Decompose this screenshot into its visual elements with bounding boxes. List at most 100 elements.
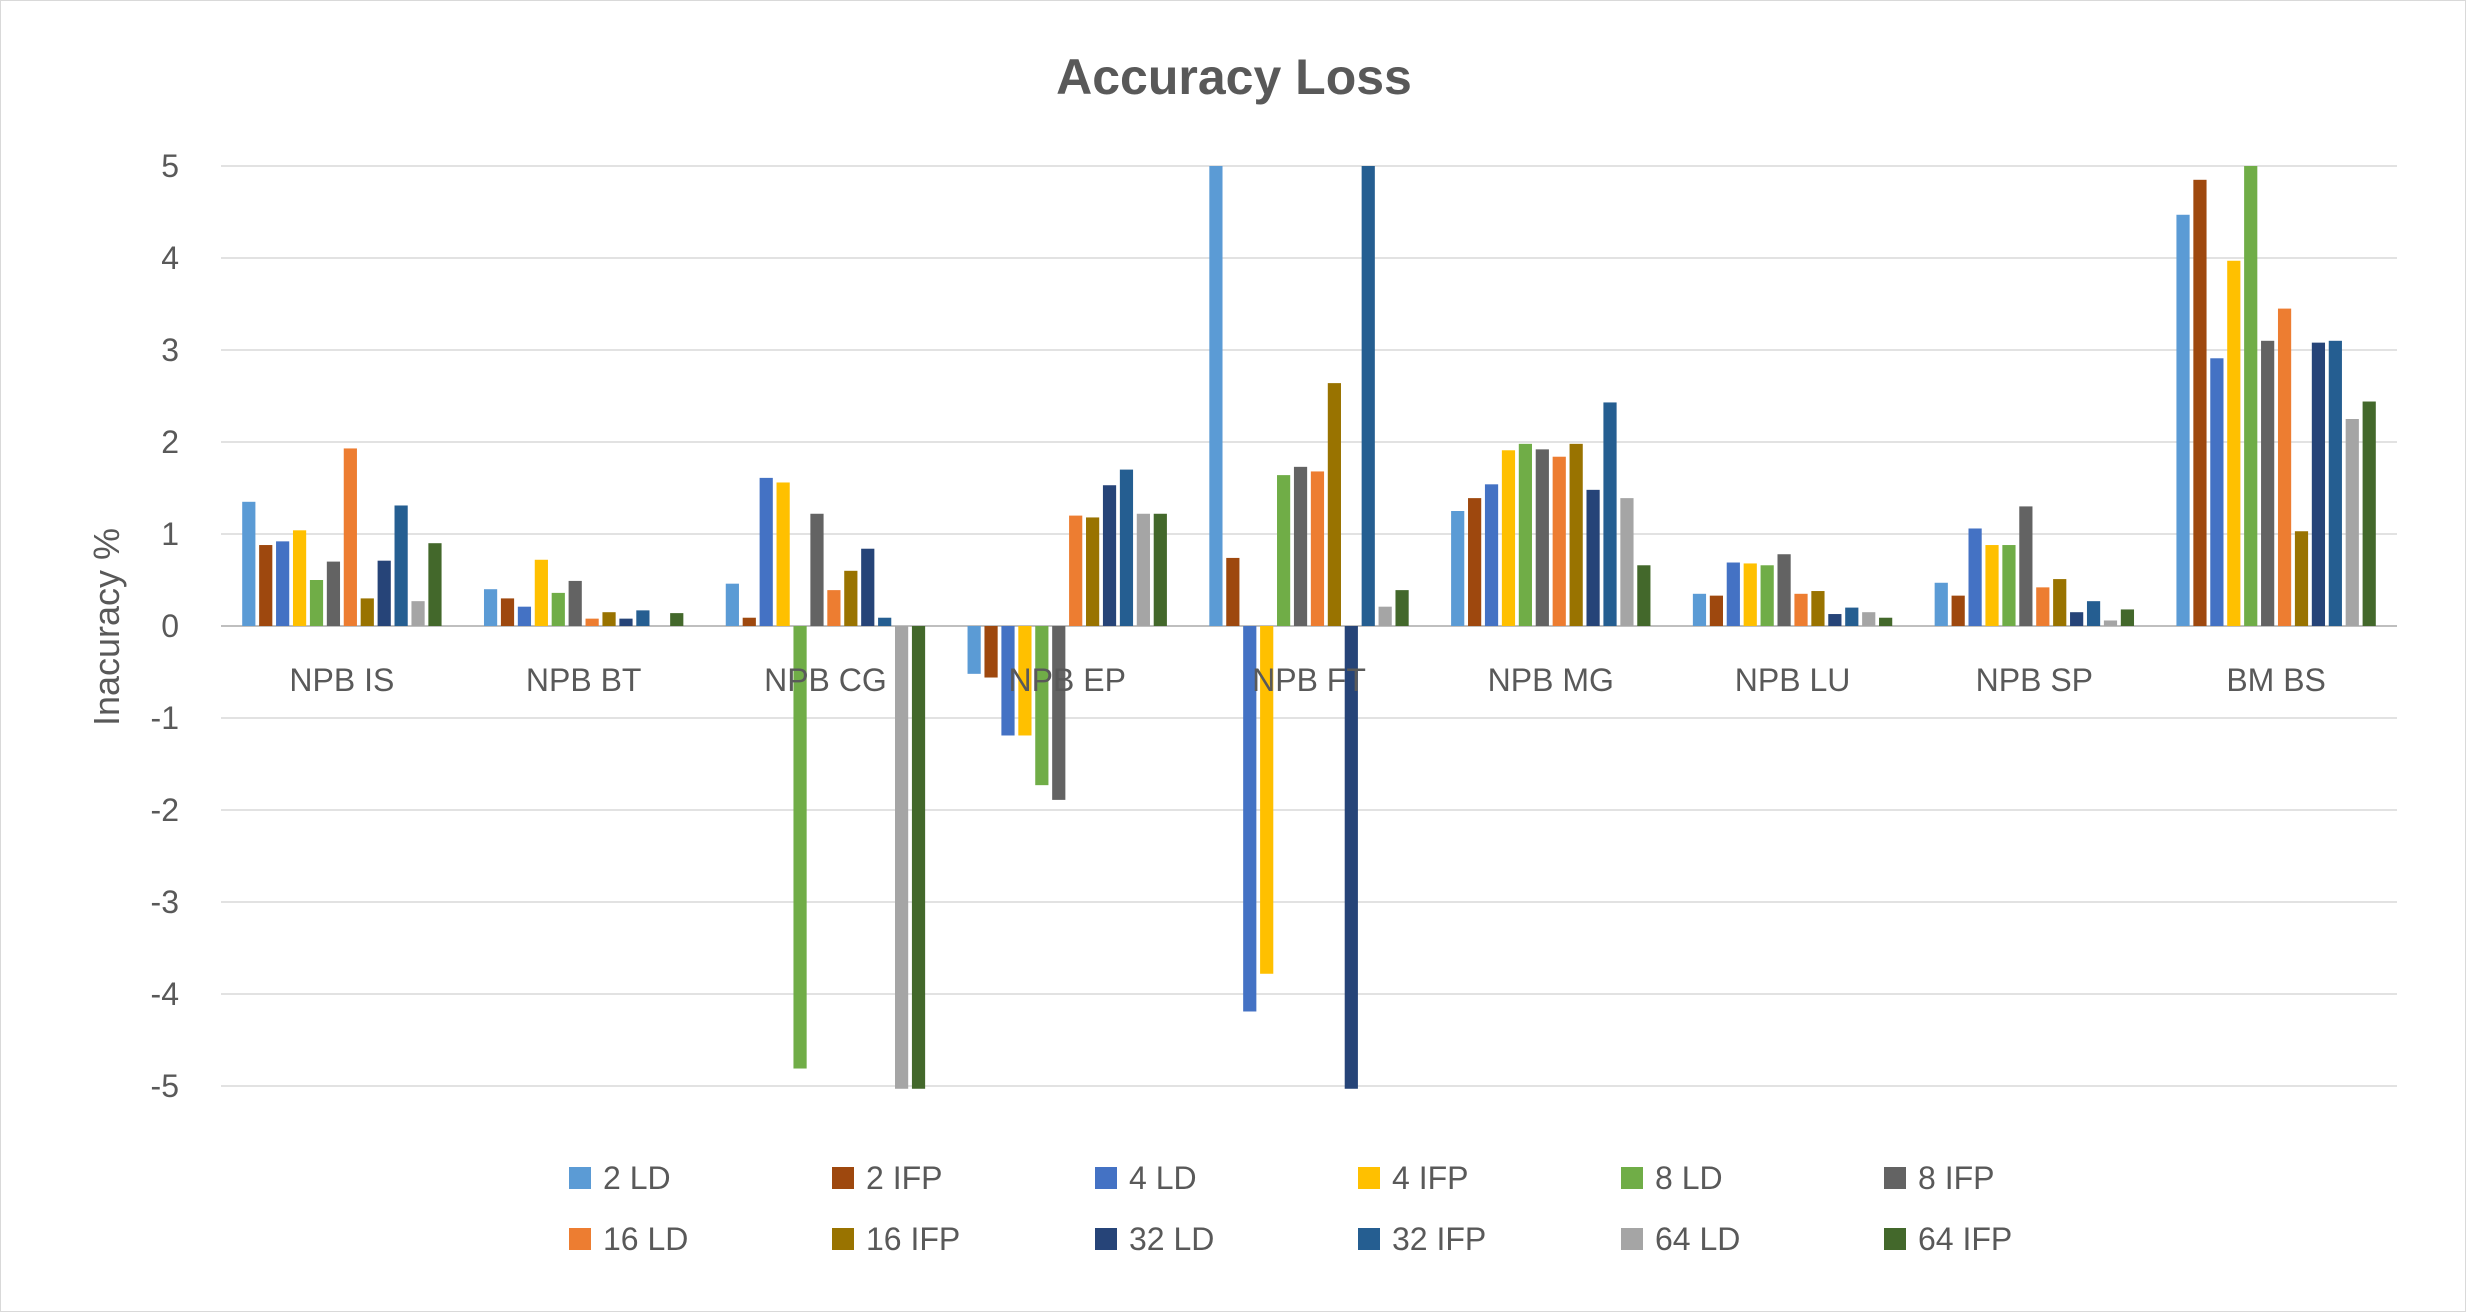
legend-item: 32 IFP: [1358, 1221, 1486, 1257]
bar: [2070, 612, 2084, 626]
legend-swatch: [1884, 1228, 1906, 1250]
legend-item: 8 LD: [1621, 1160, 1723, 1196]
bar: [776, 482, 790, 626]
bar: [500, 598, 515, 626]
bar: [1451, 511, 1465, 626]
bar: [1569, 443, 1583, 626]
y-tick-label: 3: [161, 332, 179, 368]
bar: [636, 610, 650, 626]
y-tick-label: 5: [161, 148, 179, 184]
bar: [1811, 591, 1825, 626]
bar: [2086, 601, 2101, 626]
legend-label: 64 IFP: [1918, 1221, 2012, 1257]
legend-item: 16 IFP: [832, 1221, 960, 1257]
legend-swatch: [1095, 1167, 1117, 1189]
bar: [984, 626, 998, 678]
bar: [1501, 450, 1516, 626]
bar: [827, 590, 841, 626]
bar: [602, 612, 616, 626]
bar: [2227, 260, 2241, 626]
bar: [411, 601, 425, 626]
bar: [1862, 612, 1876, 626]
legend-label: 2 IFP: [866, 1160, 942, 1196]
bar: [326, 561, 341, 626]
legend-item: 4 LD: [1095, 1160, 1197, 1196]
bar: [1277, 475, 1291, 626]
bar: [1968, 528, 1982, 626]
bar: [1552, 456, 1566, 626]
legend-item: 64 IFP: [1884, 1221, 2012, 1257]
legend-swatch: [832, 1167, 854, 1189]
legend-item: 32 LD: [1095, 1221, 1214, 1257]
bar: [483, 589, 498, 626]
bar: [309, 580, 324, 626]
bar: [1361, 166, 1375, 626]
bar: [1845, 607, 1859, 626]
x-category-label: BM BS: [2226, 662, 2326, 698]
legend-swatch: [1621, 1228, 1643, 1250]
bar: [1951, 595, 1965, 626]
bar: [1637, 565, 1651, 626]
y-tick-label: 1: [161, 516, 179, 552]
bar: [343, 448, 357, 626]
legend-swatch: [1358, 1228, 1380, 1250]
legend-label: 8 IFP: [1918, 1160, 1994, 1196]
bar: [360, 598, 374, 626]
bar: [2019, 506, 2033, 626]
legend: 2 LD 2 IFP 4 LD 4 IFP 8 LD 8 IFP 16 LD 16 IFP 32…: [569, 1160, 2012, 1257]
bar: [1777, 554, 1791, 626]
bar: [619, 618, 633, 626]
bar: [1086, 517, 1100, 626]
bar: [2193, 179, 2207, 627]
y-tick-label: 0: [161, 608, 179, 644]
bar: [1052, 626, 1066, 800]
y-axis-label: Inacuracy %: [86, 528, 127, 726]
bar: [259, 545, 273, 626]
bar: [276, 541, 290, 626]
bar: [2311, 342, 2326, 626]
bar: [911, 626, 926, 1089]
bar: [1293, 466, 1308, 626]
legend-item: 2 LD: [569, 1160, 671, 1196]
bar: [2002, 545, 2016, 626]
x-category-label: NPB SP: [1976, 662, 2093, 698]
bar: [1069, 515, 1083, 626]
bar: [967, 626, 981, 674]
bar: [1535, 449, 1549, 626]
bar: [759, 477, 773, 626]
bar: [2362, 401, 2376, 626]
bar: [1743, 563, 1757, 626]
bar: [2277, 308, 2292, 626]
bar: [551, 592, 565, 626]
legend-swatch: [1884, 1167, 1906, 1189]
bar: [1586, 489, 1600, 626]
bar: [1119, 469, 1134, 626]
bar: [670, 613, 684, 626]
y-tick-label: 4: [161, 240, 179, 276]
bar: [1603, 402, 1617, 626]
bar: [568, 580, 582, 626]
x-category-label: NPB FT: [1252, 662, 1366, 698]
y-tick-label: 2: [161, 424, 179, 460]
bar: [394, 505, 408, 626]
bar: [585, 618, 599, 626]
bar: [1327, 383, 1341, 626]
bar: [2036, 587, 2050, 626]
legend-label: 4 IFP: [1392, 1160, 1468, 1196]
bar: [1484, 484, 1499, 626]
legend-label: 4 LD: [1129, 1160, 1197, 1196]
legend-label: 32 IFP: [1392, 1221, 1486, 1257]
legend-swatch: [832, 1228, 854, 1250]
bar: [1395, 590, 1409, 626]
bar: [844, 570, 858, 626]
bar: [878, 617, 892, 626]
bar: [1828, 614, 1842, 626]
bar: [2053, 579, 2067, 626]
bar: [810, 513, 824, 626]
bars: [242, 166, 2376, 1089]
x-category-label: NPB BT: [526, 662, 642, 698]
legend-label: 2 LD: [603, 1160, 671, 1196]
legend-item: 64 LD: [1621, 1221, 1740, 1257]
